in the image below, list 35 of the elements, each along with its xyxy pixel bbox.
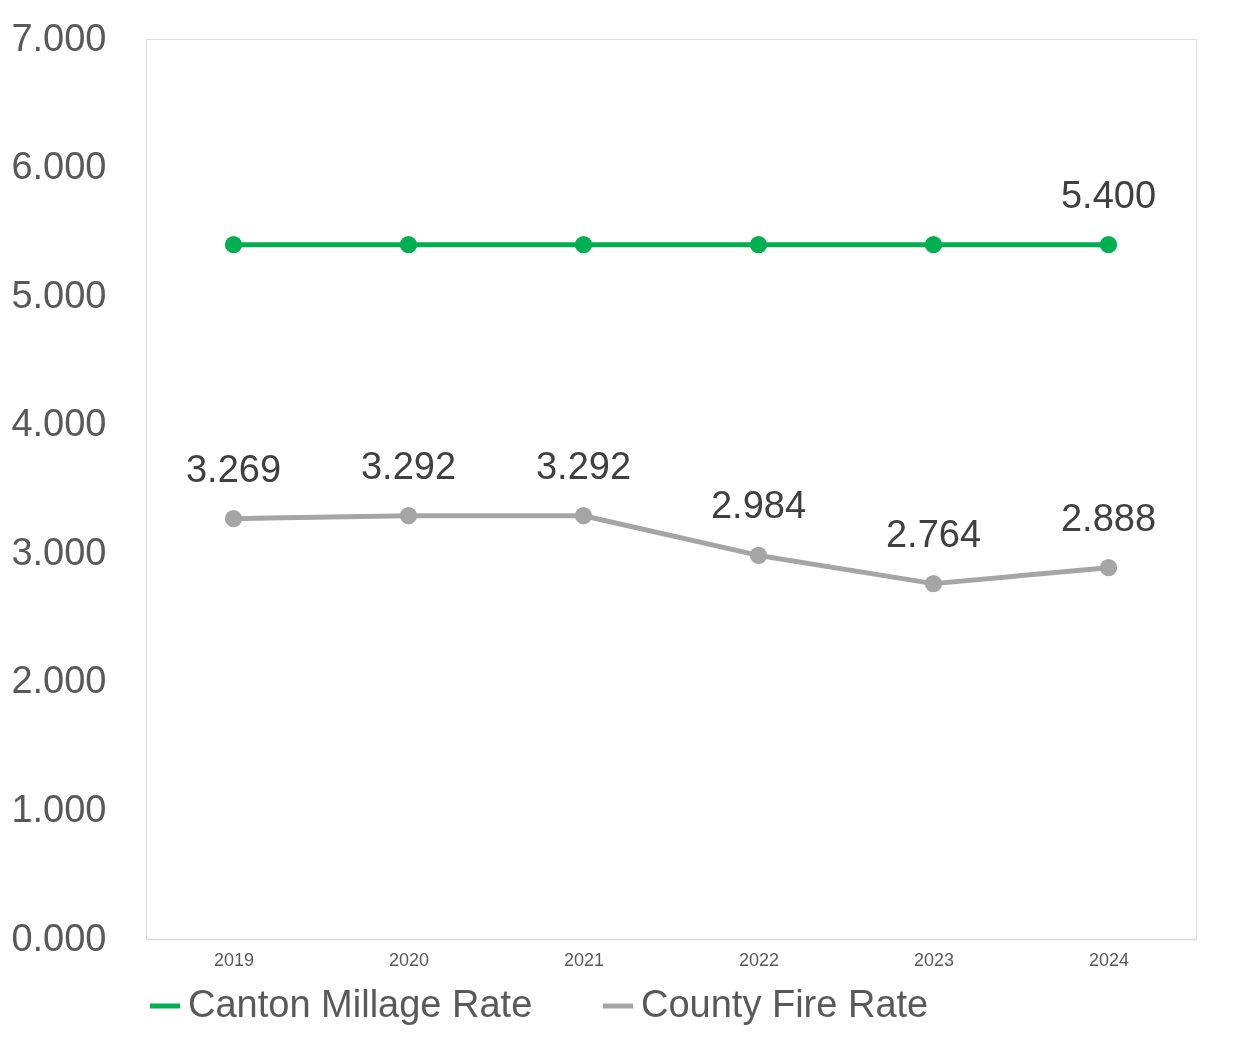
x-tick-label: 2021 bbox=[563, 949, 605, 970]
point bbox=[574, 236, 593, 254]
y-tick-label: 6.000 bbox=[11, 145, 107, 188]
point bbox=[1099, 236, 1118, 254]
point bbox=[399, 507, 418, 525]
point bbox=[749, 236, 768, 254]
data-label: 5.400 bbox=[1060, 173, 1157, 216]
point bbox=[924, 574, 943, 593]
data-label: 3.292 bbox=[360, 444, 457, 487]
point bbox=[224, 236, 243, 254]
x-tick-label: 2023 bbox=[913, 949, 955, 970]
legend-label: Canton Millage Rate bbox=[188, 983, 533, 1025]
x-tick-label: 2020 bbox=[388, 949, 430, 970]
data-label: 2.764 bbox=[885, 512, 982, 555]
x-tick-label: 2024 bbox=[1088, 949, 1130, 970]
point bbox=[399, 236, 418, 254]
y-tick-label: 1.000 bbox=[11, 787, 107, 830]
y-tick-label: 2.000 bbox=[11, 659, 107, 702]
data-label: 3.292 bbox=[535, 444, 632, 487]
point bbox=[224, 510, 243, 528]
legend-label: County Fire Rate bbox=[641, 983, 929, 1025]
x-tick-label: 2019 bbox=[213, 949, 255, 970]
y-tick-label: 0.000 bbox=[11, 916, 107, 959]
x-tick-label: 2022 bbox=[738, 949, 780, 970]
data-label: 2.888 bbox=[1060, 496, 1157, 539]
point bbox=[749, 546, 768, 564]
point bbox=[574, 507, 593, 525]
y-tick-label: 4.000 bbox=[11, 402, 107, 445]
y-tick-label: 7.000 bbox=[11, 16, 107, 59]
point bbox=[1099, 559, 1118, 577]
y-tick-label: 3.000 bbox=[11, 530, 107, 573]
data-label: 2.984 bbox=[710, 484, 807, 527]
y-tick-label: 5.000 bbox=[11, 273, 107, 316]
data-label: 3.269 bbox=[185, 447, 282, 490]
point bbox=[924, 236, 943, 254]
